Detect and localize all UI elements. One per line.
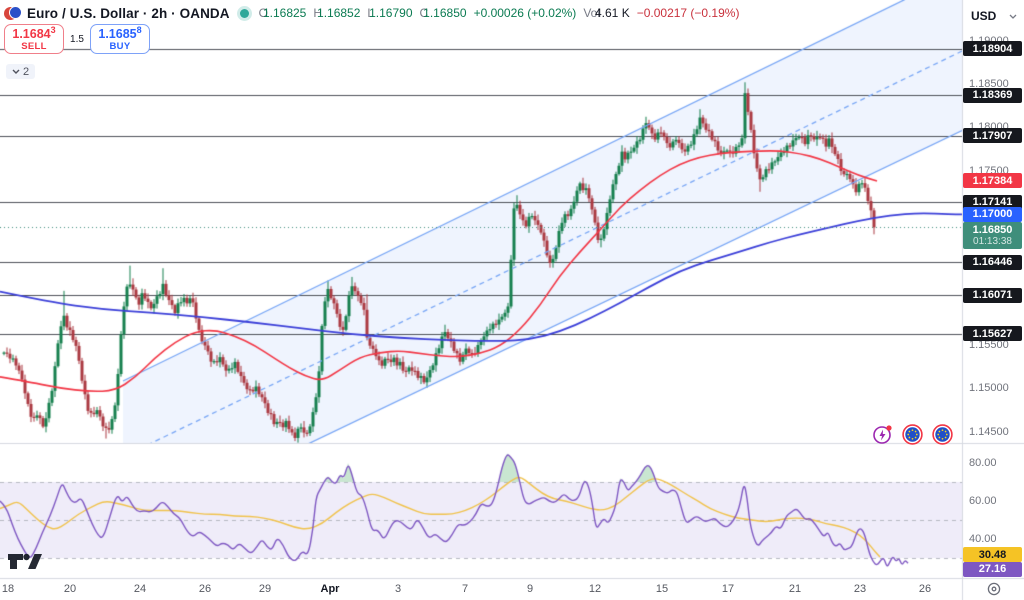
time-axis-label: 12: [588, 583, 602, 595]
symbol-header: Euro / U.S. Dollar · 2h · OANDA O1.16825…: [4, 2, 739, 24]
price-label-1.17000: 1.17000: [963, 206, 1022, 222]
chevron-down-icon: [1009, 14, 1017, 19]
price-label-1.17384: 1.17384: [963, 173, 1022, 189]
price-change: +0.00026 (+0.02%): [473, 6, 577, 20]
price-axis-tick: 1.15500: [969, 338, 1009, 351]
rsi-axis-tick: 80.00: [969, 457, 997, 469]
price-axis-tick: 1.14500: [969, 425, 1009, 438]
trade-panel: 1.16843 SELL 1.5 1.16858 BUY: [4, 24, 150, 54]
price-label-1.18369: 1.18369: [963, 87, 1022, 103]
price-axis-tick: 1.15000: [969, 382, 1009, 395]
time-axis-label: 26: [198, 583, 212, 595]
rsi-axis-tick: 40.00: [969, 533, 997, 545]
eu-flag-event-icon[interactable]: [932, 424, 953, 445]
symbol-title[interactable]: Euro / U.S. Dollar · 2h · OANDA: [27, 5, 230, 21]
price-label-1.16446: 1.16446: [963, 254, 1022, 270]
time-axis-label: 29: [258, 583, 272, 595]
rsi-label-30.48: 30.48: [963, 547, 1022, 563]
time-axis-label: 7: [461, 583, 469, 595]
current-price-countdown-label: 1.16850 01:13:38: [963, 222, 1022, 250]
rsi-axis-tick: 60.00: [969, 495, 997, 507]
time-axis-label: 17: [721, 583, 735, 595]
spread-value: 1.5: [70, 33, 84, 45]
market-status-icon[interactable]: [239, 8, 249, 18]
time-axis-label: 21: [788, 583, 802, 595]
rsi-label-27.16: 27.16: [963, 561, 1022, 577]
indicators-collapse-button[interactable]: 2: [6, 64, 36, 79]
time-axis-label: 3: [394, 583, 402, 595]
economic-event-lightning-icon[interactable]: [872, 424, 893, 445]
time-axis[interactable]: 18 20 24 26 29 Apr 3 7 9 12 15 17 21 23 26: [0, 578, 1024, 600]
buy-button[interactable]: 1.16858 BUY: [90, 24, 150, 54]
eu-flag-event-icon[interactable]: [902, 424, 923, 445]
symbol-logo-icon: [4, 5, 22, 21]
chevron-down-icon: [12, 69, 20, 74]
time-axis-label: 18: [1, 583, 15, 595]
price-label-1.16071: 1.16071: [963, 287, 1022, 303]
price-axis[interactable]: 1.190001.185001.180001.175001.155001.150…: [962, 0, 1024, 600]
price-label-1.18904: 1.18904: [963, 41, 1022, 57]
axis-settings-icon[interactable]: [986, 581, 1002, 597]
price-label-1.17907: 1.17907: [963, 128, 1022, 144]
time-axis-label: 24: [133, 583, 147, 595]
time-axis-label: 9: [526, 583, 534, 595]
tradingview-logo[interactable]: [8, 551, 44, 572]
ohlc-values: O1.16825 H1.16852 L1.16790 C1.16850 +0.0…: [258, 6, 740, 20]
time-axis-label: 15: [655, 583, 669, 595]
time-axis-label: 26: [918, 583, 932, 595]
price-axis-tick: 1.18500: [969, 78, 1009, 90]
time-axis-label: 23: [853, 583, 867, 595]
price-label-1.15627: 1.15627: [963, 326, 1022, 342]
time-axis-label: 20: [63, 583, 77, 595]
sell-button[interactable]: 1.16843 SELL: [4, 24, 64, 54]
volume-change: −0.00217 (−0.19%): [636, 6, 740, 20]
time-axis-label: Apr: [320, 583, 340, 595]
event-markers: [872, 424, 953, 445]
currency-selector[interactable]: USD: [968, 6, 1020, 26]
price-label-1.17141: 1.17141: [963, 194, 1022, 210]
